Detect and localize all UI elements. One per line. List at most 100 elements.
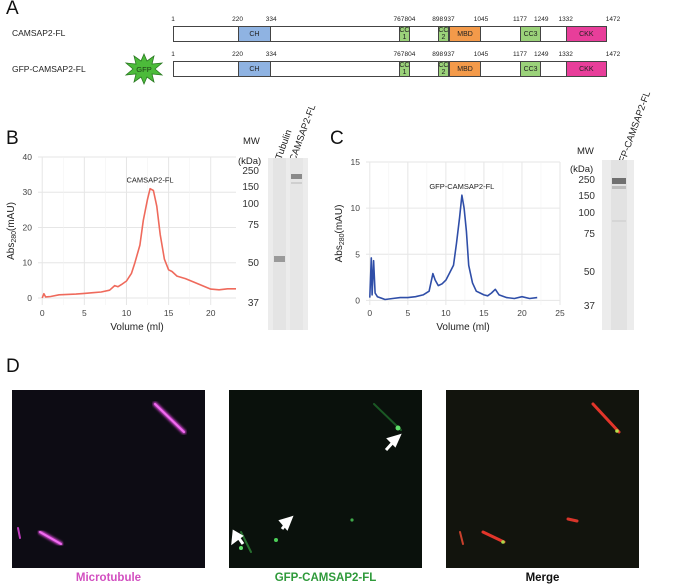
x-tick-label: 5 [82, 308, 87, 318]
gel-b-image [268, 158, 308, 330]
residue-position: 1472 [605, 16, 621, 23]
y-tick-label: 10 [351, 203, 361, 213]
domain-label: CC3 [523, 30, 538, 38]
residue-position: 1332 [558, 16, 573, 23]
mw-marker-label: 37 [247, 298, 259, 309]
y-axis-label-sub: 280 [339, 233, 346, 245]
plot-area [38, 157, 236, 305]
gel-c-mw-unit: (kDa) [570, 164, 594, 175]
x-tick-label: 25 [555, 308, 565, 318]
mw-marker-label: 250 [242, 166, 259, 177]
series-line [369, 194, 538, 301]
y-tick-label: 30 [23, 187, 33, 197]
residue-position: 804 [404, 51, 416, 58]
mw-marker-label: 250 [578, 175, 595, 186]
residue-position: 767 [393, 51, 405, 58]
x-tick-label: 5 [405, 308, 410, 318]
domain-mbd: MBD [449, 26, 481, 42]
mw-marker-label: 100 [242, 199, 259, 210]
residue-position: 937 [443, 51, 455, 58]
arrow-icon [384, 433, 402, 452]
y-axis-label-unit: (mAU) [6, 202, 17, 231]
x-tick-label: 15 [479, 308, 489, 318]
arrow-icon [278, 515, 294, 531]
mw-marker-label: 50 [583, 267, 595, 278]
domain-cc3: CC3 [519, 26, 542, 42]
domain-ch: CH [237, 61, 272, 77]
panel-label-d: D [6, 356, 20, 377]
micrograph-merge [446, 390, 639, 568]
domain-label: CC3 [523, 65, 538, 73]
chart-c: 0 5 10 15 20 25 0 5 10 15 Volume (ml) Abs280(mAU) GF… [334, 157, 565, 333]
domain-label: CKK [579, 30, 594, 38]
domain-label-line1: CC [438, 27, 449, 34]
y-tick-label: 20 [23, 222, 33, 232]
panel-label-a: A [6, 0, 19, 19]
residue-position: 1332 [558, 51, 573, 58]
x-axis-label: Volume (ml) [110, 322, 163, 333]
x-tick-label: 10 [122, 308, 132, 318]
residue-position: 937 [443, 16, 455, 23]
y-axis-label-main: Abs [6, 243, 17, 260]
x-axis-label: Volume (ml) [436, 322, 489, 333]
domain-label: CH [249, 30, 260, 38]
domain-label-line1: CC [399, 27, 410, 34]
domain-cc1: CC 1 [398, 61, 410, 77]
residue-position: 334 [265, 16, 277, 23]
residue-position: 1177 [512, 51, 527, 58]
caption-merge: Merge [525, 572, 560, 584]
residue-position: 1249 [533, 16, 549, 23]
domain-label-line2: 2 [441, 34, 446, 41]
arrow-icon [231, 529, 245, 546]
residue-position: 334 [265, 51, 277, 58]
x-tick-label: 10 [441, 308, 451, 318]
domain-cc3: CC3 [519, 61, 542, 77]
caption-microtubule: Microtubule [75, 572, 142, 584]
y-tick-label: 5 [355, 249, 360, 259]
x-tick-label: 0 [40, 308, 45, 318]
gel-b-mw-unit: (kDa) [238, 156, 262, 167]
mw-marker-label: 100 [578, 208, 595, 219]
domain-label: MBD [457, 30, 473, 38]
residue-position: 898 [432, 51, 444, 58]
domain-ch: CH [237, 26, 272, 42]
domain-label-line2: 1 [402, 34, 407, 41]
gfp-tag-label: GFP [136, 65, 151, 74]
caption-gfp-camsap2: GFP-CAMSAP2-FL [274, 572, 377, 584]
gfp-tag-icon: GFP [124, 53, 164, 85]
construct-name: GFP-CAMSAP2-FL [12, 64, 86, 74]
mw-marker-label: 50 [247, 258, 259, 269]
residue-position: 1 [171, 51, 175, 58]
x-tick-label: 0 [367, 308, 372, 318]
mw-marker-label: 75 [247, 220, 259, 231]
gel-b-tubulin-band [274, 256, 285, 262]
residue-position: 1472 [605, 51, 621, 58]
gel-c-band [612, 178, 626, 184]
gel-b-camsap2-band [291, 174, 302, 179]
peak-annotation: CAMSAP2-FL [127, 176, 174, 185]
residue-position: 1249 [533, 51, 549, 58]
plot-area [366, 162, 560, 305]
domain-label: CH [249, 65, 260, 73]
residue-position: 220 [232, 16, 244, 23]
y-tick-label: 0 [27, 293, 32, 303]
domain-label-line1: CC [399, 62, 410, 69]
peak-annotation: GFP-CAMSAP2-FL [429, 182, 494, 191]
residue-position: 1045 [473, 51, 489, 58]
mw-marker-label: 37 [583, 301, 595, 312]
x-tick-label: 20 [206, 308, 216, 318]
domain-label-line2: 2 [441, 69, 446, 76]
micrograph-gfp-camsap2 [229, 390, 422, 568]
y-axis-label-sub: 280 [11, 231, 18, 243]
domain-cc1: CC 1 [398, 26, 410, 42]
gel-b-mw-title: MW [243, 136, 260, 147]
residue-position: 1045 [473, 16, 489, 23]
domain-cc2: CC 2 [437, 61, 450, 77]
domain-mbd: MBD [449, 61, 481, 77]
mw-marker-label: 150 [578, 191, 595, 202]
series-line [41, 187, 236, 299]
micrograph-microtubule [12, 390, 205, 568]
gel-c-image [602, 160, 634, 330]
domain-ckk: CKK [565, 61, 607, 77]
construct-name: CAMSAP2-FL [12, 28, 66, 38]
